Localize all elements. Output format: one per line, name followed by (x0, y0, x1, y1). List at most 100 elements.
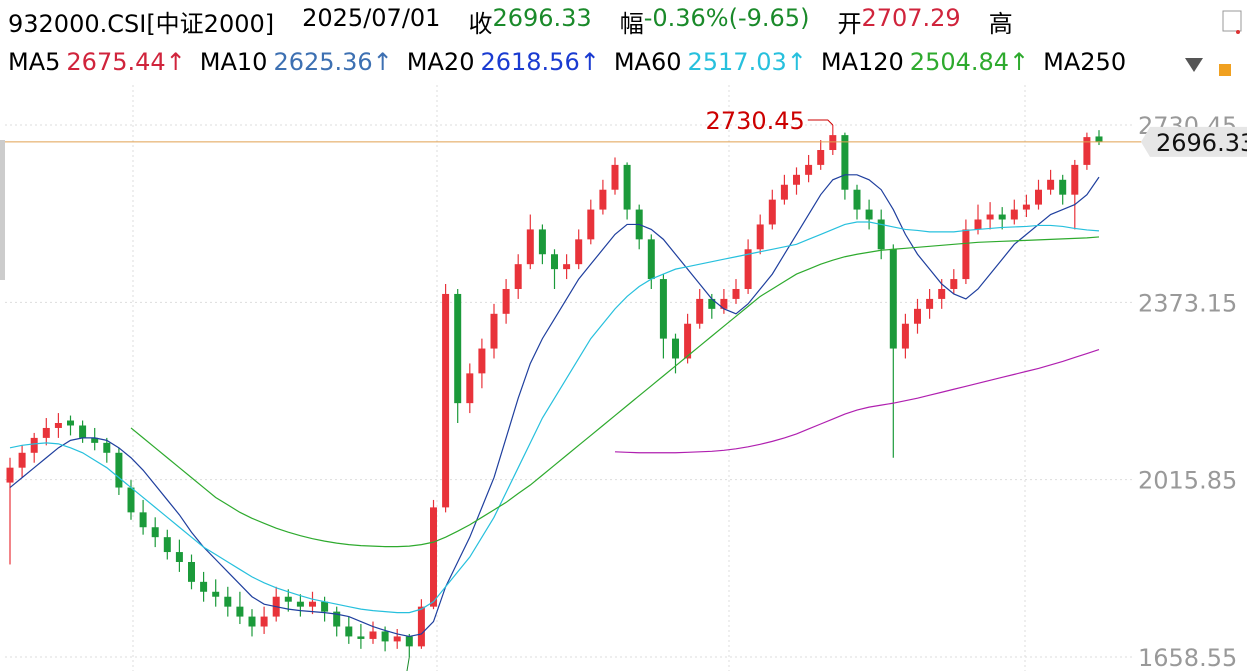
legend-name: MA60 (613, 48, 682, 76)
max-label: 2730.45 (706, 107, 805, 135)
candle-body (79, 425, 87, 438)
legend-value: 2675.44↑ (66, 48, 186, 76)
candle-body (466, 373, 474, 404)
candle-body (756, 224, 764, 250)
candle-body (708, 298, 716, 309)
candle-body (163, 537, 171, 553)
candle-body (829, 135, 837, 151)
candle-body (103, 442, 111, 453)
candle-body (514, 264, 522, 289)
legend-name: MA5 (8, 48, 61, 76)
candle-body (950, 279, 958, 289)
candle-body (490, 313, 498, 349)
legend-value: 2618.56↑ (480, 48, 600, 76)
candle-body (962, 229, 970, 280)
candle-body (224, 596, 232, 607)
candle-body (647, 239, 655, 280)
candle-body (260, 616, 268, 627)
candle-body (1059, 179, 1067, 195)
candle-body (42, 427, 50, 438)
candle-body (478, 348, 486, 374)
legend-name: MA10 (199, 48, 268, 76)
ma-legend: MA5 2675.44↑ MA10 2625.36↑ MA20 2618.56↑ MA60 2… (8, 48, 1183, 76)
candle-body (296, 601, 304, 607)
candle-body (780, 184, 788, 200)
candle-body (793, 174, 800, 185)
candle-body (417, 606, 425, 647)
candle-body (151, 527, 159, 538)
y-tick-label: 2015.85 (1138, 467, 1237, 495)
y-tick-label: 2373.15 (1138, 289, 1237, 317)
ma-line (9, 221, 1100, 614)
candle-body (1047, 179, 1055, 190)
candle-body (914, 308, 921, 324)
candle-body (926, 298, 934, 309)
candle-body (454, 293, 462, 404)
candle-body (30, 437, 38, 453)
candle-body (1010, 209, 1018, 220)
candle-body (817, 150, 825, 165)
candle-body (563, 264, 571, 270)
candle-body (805, 164, 813, 175)
y-tick-label: 1658.55 (1138, 644, 1237, 671)
candle-body (200, 581, 208, 592)
candle-body (696, 298, 704, 324)
min-pointer (406, 656, 410, 671)
price-tag-label: 2696.33 (1156, 129, 1247, 157)
candle-body (333, 611, 341, 627)
candle-body (684, 323, 692, 359)
candle-body (526, 229, 534, 265)
ma-line (130, 236, 1100, 548)
candle-body (442, 293, 450, 508)
icon-dot (1236, 30, 1240, 34)
max-pointer (807, 119, 834, 126)
candle-body (6, 467, 14, 483)
candle-body (188, 561, 195, 582)
legend-value: 2517.03↑ (687, 48, 807, 76)
open-label: 开 (837, 10, 862, 38)
candle-body (551, 254, 558, 270)
candle-body (1095, 136, 1103, 142)
candle-body (877, 219, 885, 250)
candle-body (744, 249, 752, 289)
date: 2025/07/01 (302, 4, 441, 32)
legend-name: MA250 (1043, 48, 1127, 76)
legend-name: MA20 (406, 48, 475, 76)
legend-name: MA120 (820, 48, 904, 76)
legend-icons[interactable] (1183, 54, 1243, 80)
candle-body (575, 239, 583, 265)
candle-body (853, 189, 861, 210)
candle-body (381, 631, 389, 642)
candle-body (115, 452, 123, 488)
candle-body (18, 452, 26, 468)
candle-body (212, 591, 220, 597)
candle-body (430, 507, 437, 607)
candle-body (974, 219, 982, 230)
icon-box (1222, 10, 1242, 32)
high-label: 高 (988, 10, 1013, 38)
candle-body (175, 552, 183, 562)
price-tag (1141, 126, 1247, 157)
candle-body (938, 288, 946, 299)
ma-line (614, 348, 1100, 454)
top-icon[interactable] (1222, 8, 1244, 36)
candle-body (405, 636, 413, 647)
candle-body (841, 135, 849, 190)
candle-body (720, 298, 728, 309)
candle-body (538, 229, 546, 255)
legend-value: 2504.84↑ (909, 48, 1030, 76)
candle-body (369, 631, 377, 639)
candle-body (889, 249, 897, 349)
candle-body (672, 338, 679, 359)
candle-body (321, 601, 329, 612)
settings-icon[interactable] (1219, 64, 1231, 76)
expand-icon[interactable] (1185, 58, 1203, 72)
candle-body (1022, 204, 1030, 210)
left-handle[interactable] (0, 140, 5, 280)
close: 2696.33 (492, 4, 592, 32)
quote-header: 932000.CSI[中证2000] 2025/07/01 收 2696.33 … (8, 4, 1188, 39)
candle-body (248, 616, 256, 627)
candle-body (986, 214, 994, 220)
